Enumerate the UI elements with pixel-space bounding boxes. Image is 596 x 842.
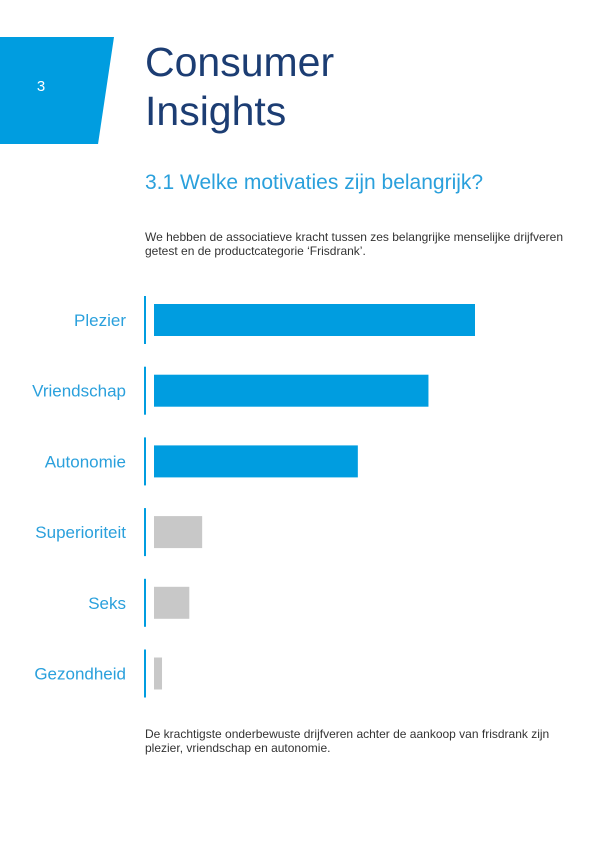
bar-gezondheid (154, 657, 163, 690)
bar-plezier (154, 304, 475, 336)
axis-segment-autonomie (144, 437, 146, 486)
bar-superioriteit (154, 516, 203, 549)
bar-label-seks: Seks (88, 594, 126, 613)
title-line-1: Consumer (145, 39, 335, 85)
bar-label-gezondheid: Gezondheid (34, 665, 126, 684)
axis-segment-superioriteit (144, 508, 146, 557)
intro-paragraph: We hebben de associatieve kracht tussen … (145, 230, 564, 258)
bar-seks (154, 586, 190, 619)
bar-label-autonomie: Autonomie (45, 452, 126, 471)
bar-label-vriendschap: Vriendschap (32, 382, 126, 401)
axis-segment-gezondheid (144, 649, 146, 698)
motivation-bar-chart: Plezier Vriendschap Autonomie Superioriteit… (32, 296, 475, 698)
page-number-tab (0, 37, 114, 144)
axis-segment-vriendschap (144, 366, 146, 415)
conclusion-paragraph: De krachtigste onderbewuste drijfveren a… (145, 727, 550, 755)
bar-label-plezier: Plezier (74, 311, 126, 330)
title-line-2: Insights (145, 88, 287, 134)
bar-vriendschap (154, 374, 429, 407)
bar-label-superioriteit: Superioriteit (35, 523, 126, 542)
page-number: 3 (36, 78, 46, 95)
page-title: Consumer Insights (145, 38, 334, 136)
section-heading: 3.1 Welke motivaties zijn belangrijk? (145, 171, 484, 194)
bar-autonomie (154, 445, 358, 478)
axis-segment-plezier (144, 296, 146, 344)
axis-segment-seks (144, 578, 146, 627)
